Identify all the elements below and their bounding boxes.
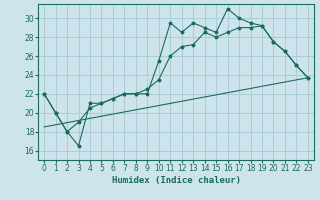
X-axis label: Humidex (Indice chaleur): Humidex (Indice chaleur) — [111, 176, 241, 185]
